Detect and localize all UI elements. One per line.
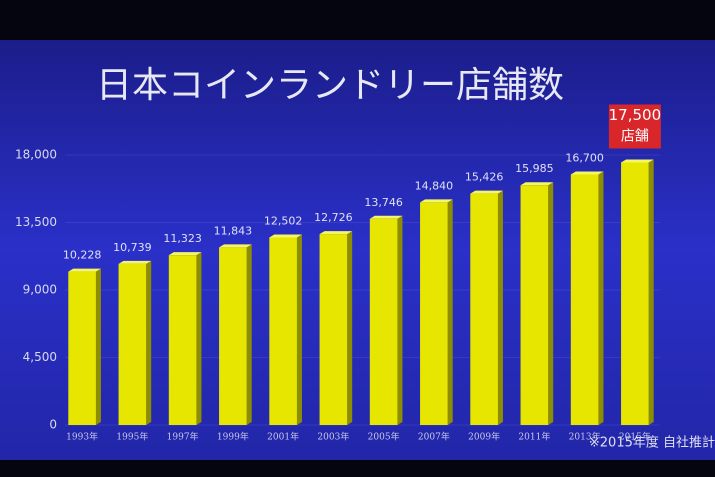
bar-top xyxy=(68,268,101,272)
bar-side xyxy=(246,244,252,425)
value-label: 12,726 xyxy=(314,211,353,224)
bar-top xyxy=(319,231,353,235)
bar-top xyxy=(470,190,503,194)
x-tick-label: 2013年 xyxy=(569,431,601,443)
bar-side xyxy=(146,260,152,425)
highlight-box xyxy=(608,104,661,149)
x-tick-label: 2003年 xyxy=(317,431,349,443)
y-tick-label: 13,500 xyxy=(15,215,57,229)
value-label: 15,985 xyxy=(515,162,554,175)
bar-side xyxy=(296,234,302,425)
value-label: 12,502 xyxy=(264,214,303,227)
value-label: 10,228 xyxy=(63,249,102,262)
bar-top xyxy=(621,159,654,163)
x-tick-label: 2001年 xyxy=(267,431,299,443)
bar-side xyxy=(497,190,503,425)
value-label: 14,840 xyxy=(415,179,454,192)
value-label: 16,700 xyxy=(565,152,604,165)
x-tick-label: 1999年 xyxy=(217,431,249,443)
y-tick-label: 0 xyxy=(49,418,57,432)
bar xyxy=(168,255,197,425)
x-tick-label: 2015年 xyxy=(619,431,651,443)
value-label: 10,739 xyxy=(113,241,152,254)
footnote: ※2015年度 自社推計 xyxy=(589,435,715,451)
bar-side xyxy=(598,171,604,425)
bar-top xyxy=(520,182,554,186)
bar xyxy=(118,263,147,425)
x-tick-label: 1993年 xyxy=(66,431,98,443)
bar-side xyxy=(397,215,403,425)
value-label: 13,746 xyxy=(364,196,403,209)
bar-top xyxy=(570,171,604,175)
bar xyxy=(219,247,247,425)
bar xyxy=(470,193,498,425)
bar xyxy=(269,237,297,425)
x-tick-label: 2009年 xyxy=(468,431,500,443)
bar-side xyxy=(95,268,101,425)
bar-top xyxy=(420,199,453,203)
x-tick-label: 1997年 xyxy=(167,431,199,443)
x-tick-label: 2011年 xyxy=(518,431,550,443)
bar xyxy=(319,234,348,425)
chart-title: 日本コインランドリー店舗数 xyxy=(96,65,564,106)
bar-top xyxy=(369,215,403,219)
bar xyxy=(621,162,649,425)
bar-side xyxy=(196,252,202,425)
value-label: 15,426 xyxy=(465,171,504,184)
y-tick-label: 9,000 xyxy=(23,283,57,297)
bar-side xyxy=(447,199,453,425)
value-label: 11,323 xyxy=(163,232,202,245)
bar xyxy=(420,202,448,425)
bar xyxy=(570,174,599,425)
value-label: 17,500 xyxy=(609,106,662,124)
bar-top xyxy=(219,244,252,248)
y-tick-label: 18,000 xyxy=(15,148,57,162)
bar-side xyxy=(347,231,353,425)
x-tick-label: 2007年 xyxy=(418,431,450,443)
value-label: 11,843 xyxy=(214,224,253,237)
bar-side xyxy=(548,182,554,425)
bar xyxy=(369,218,398,425)
bar-side xyxy=(648,159,654,425)
bar-top xyxy=(118,260,152,264)
bar-top xyxy=(269,234,302,238)
annotation: 店舗 xyxy=(621,129,649,145)
x-tick-label: 2005年 xyxy=(368,431,400,443)
bar xyxy=(520,185,549,425)
x-tick-label: 1995年 xyxy=(116,431,148,443)
bar xyxy=(68,271,96,425)
y-tick-label: 4,500 xyxy=(23,350,57,364)
bar-top xyxy=(168,252,202,256)
